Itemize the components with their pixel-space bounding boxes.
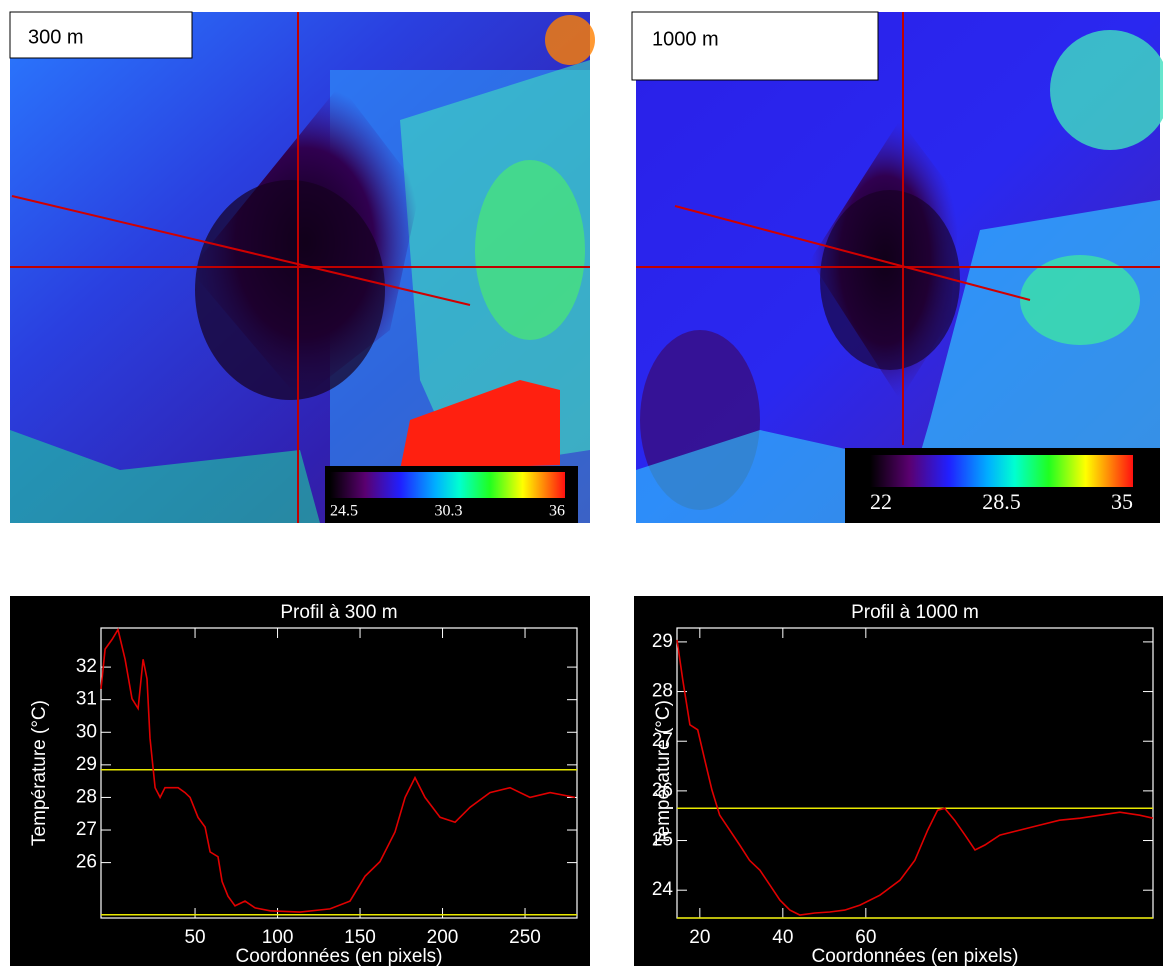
- thermal-image-1000: 1000 m: [632, 12, 1163, 523]
- x-tick-label: 50: [184, 927, 205, 948]
- colorbar-tick-label: 30.3: [435, 503, 463, 520]
- x-tick-label: 60: [855, 927, 876, 948]
- image-region: [545, 15, 595, 65]
- x-axis-label: Coordonnées (en pixels): [235, 946, 442, 966]
- y-tick-label: 29: [76, 754, 97, 775]
- image-region: [195, 180, 385, 400]
- chart-panel: [634, 596, 1163, 966]
- chart-title: Profil à 300 m: [280, 602, 397, 623]
- y-tick-label: 26: [652, 780, 673, 801]
- image-label: 300 m: [28, 26, 84, 48]
- image-region: [475, 160, 585, 340]
- y-tick-label: 28: [76, 786, 97, 807]
- colorbar-tick-label: 22: [870, 489, 892, 514]
- y-tick-label: 25: [652, 830, 673, 851]
- y-tick-label: 30: [76, 721, 97, 742]
- x-axis-label: Coordonnées (en pixels): [811, 946, 1018, 966]
- y-axis-label: Température (°C): [29, 700, 50, 846]
- colorbar: [870, 455, 1133, 487]
- image-region: [820, 190, 960, 370]
- x-tick-label: 250: [509, 927, 541, 948]
- chart-panel: [10, 596, 590, 966]
- y-tick-label: 27: [652, 730, 673, 751]
- y-tick-label: 24: [652, 879, 674, 900]
- y-tick-label: 31: [76, 689, 97, 710]
- figure: 300 m 1000 m 24.5 30.3 36 22 28.5 35 Profil à …: [0, 0, 1163, 966]
- y-tick-label: 26: [76, 852, 97, 873]
- page: 300 m 1000 m 24.5 30.3 36 22 28.5 35 Profil à …: [0, 0, 1163, 966]
- x-tick-label: 100: [262, 927, 294, 948]
- y-tick-label: 29: [652, 631, 673, 652]
- thermal-image-300: 300 m: [10, 12, 595, 523]
- colorbar-tick-label: 36: [549, 503, 565, 520]
- x-tick-label: 200: [427, 927, 459, 948]
- colorbar-tick-label: 24.5: [330, 503, 358, 520]
- y-tick-label: 32: [76, 656, 97, 677]
- image-region: [1020, 255, 1140, 345]
- colorbar: [330, 472, 565, 498]
- y-tick-label: 27: [76, 819, 97, 840]
- colorbar-tick-label: 35: [1111, 489, 1133, 514]
- x-tick-label: 40: [772, 927, 793, 948]
- y-tick-label: 28: [652, 681, 673, 702]
- chart-title: Profil à 1000 m: [851, 602, 979, 623]
- x-tick-label: 20: [689, 927, 710, 948]
- x-tick-label: 150: [344, 927, 376, 948]
- colorbar-tick-label: 28.5: [982, 489, 1021, 514]
- y-axis-label: Température (°C): [653, 700, 674, 846]
- image-label: 1000 m: [652, 28, 719, 50]
